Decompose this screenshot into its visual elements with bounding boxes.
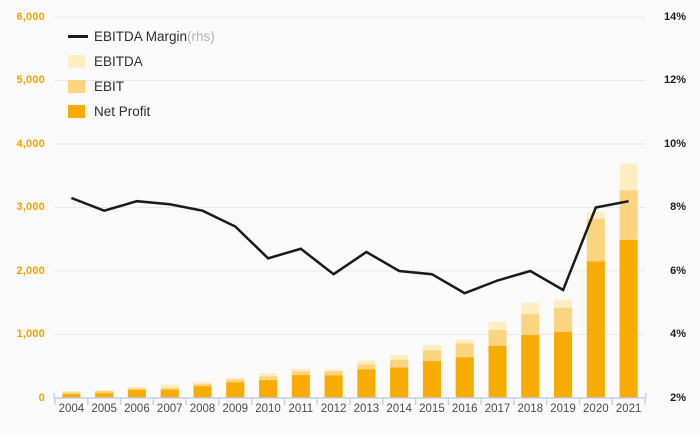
left-axis-tick-label: 5,000	[16, 74, 45, 86]
legend: EBITDA Margin (rhs) EBITDA EBIT Net Prof…	[68, 24, 215, 124]
legend-item-net-profit: Net Profit	[68, 99, 215, 124]
x-axis-tick-label: 2016	[451, 403, 478, 415]
legend-item-ebit: EBIT	[68, 74, 215, 99]
bar-net-profit-2015	[422, 361, 441, 398]
right-axis-tick-label: 10%	[663, 137, 686, 150]
net-profit-swatch-icon	[68, 105, 85, 118]
legend-item-ebitda: EBITDA	[68, 49, 215, 74]
right-axis-tick-label: 4%	[670, 328, 686, 340]
bar-net-profit-2016	[455, 357, 474, 398]
left-axis-tick-label: 2,000	[16, 264, 45, 277]
ebitda-swatch-icon	[68, 55, 85, 68]
left-axis-tick-label: 1,000	[16, 328, 45, 340]
right-axis-tick-label: 8%	[670, 201, 686, 213]
x-axis-tick-label: 2006	[124, 403, 150, 415]
x-axis-tick-label: 2010	[255, 403, 281, 415]
x-axis-tick-label: 2018	[517, 403, 544, 415]
right-axis-tick-label: 14%	[663, 10, 686, 23]
x-axis-tick-label: 2015	[419, 403, 445, 415]
bar-net-profit-2012	[324, 375, 343, 398]
x-axis-tick-label: 2011	[288, 403, 314, 415]
left-axis-tick-label: 3,000	[16, 201, 45, 213]
x-axis-tick-label: 2004	[58, 403, 85, 415]
x-axis-tick-label: 2007	[156, 403, 183, 415]
bar-net-profit-2010	[259, 380, 278, 398]
x-axis-tick-label: 2012	[320, 403, 347, 415]
left-axis-tick-label: 0	[38, 391, 45, 404]
legend-item-ebitda-margin: EBITDA Margin (rhs)	[68, 24, 215, 49]
bar-net-profit-2008	[193, 386, 212, 398]
ebitda-margin-line	[70, 196, 629, 295]
left-axis-tick-label: 4,000	[16, 137, 45, 150]
x-axis-tick-label: 2019	[550, 403, 576, 415]
x-axis-tick-label: 2014	[386, 403, 412, 415]
right-axis-tick-label: 6%	[670, 264, 686, 277]
ebit-swatch-icon	[68, 80, 85, 93]
right-axis-tick-label: 2%	[670, 391, 686, 404]
x-axis-tick-label: 2008	[189, 403, 216, 415]
x-axis-tick-label: 2020	[583, 403, 609, 415]
legend-label: EBIT	[94, 79, 125, 94]
legend-label: Net Profit	[94, 104, 151, 119]
bar-net-profit-2004	[62, 394, 81, 398]
bar-net-profit-2018	[521, 335, 540, 398]
bar-net-profit-2021	[619, 239, 638, 398]
bar-net-profit-2013	[357, 369, 376, 398]
right-axis-tick-label: 12%	[663, 74, 686, 86]
bar-net-profit-2020	[586, 261, 605, 398]
legend-label: EBITDA Margin	[94, 29, 188, 44]
x-axis-tick-label: 2005	[91, 403, 117, 415]
bar-net-profit-2005	[95, 393, 114, 398]
x-axis-tick-label: 2009	[222, 403, 249, 415]
bar-net-profit-2009	[226, 382, 245, 398]
x-axis-tick-label: 2017	[484, 403, 511, 415]
legend-rhs-note: (rhs)	[187, 29, 215, 44]
bar-net-profit-2017	[488, 345, 507, 398]
legend-label: EBITDA	[94, 54, 143, 69]
bar-net-profit-2007	[160, 389, 179, 398]
bar-net-profit-2019	[554, 331, 573, 398]
left-axis-tick-label: 6,000	[16, 10, 45, 23]
x-axis-tick-label: 2021	[615, 403, 642, 415]
bar-net-profit-2006	[127, 390, 146, 398]
bar-net-profit-2011	[291, 375, 310, 398]
bar-net-profit-2014	[390, 367, 409, 398]
x-axis-tick-label: 2013	[353, 403, 380, 415]
line-swatch-icon	[68, 35, 88, 38]
